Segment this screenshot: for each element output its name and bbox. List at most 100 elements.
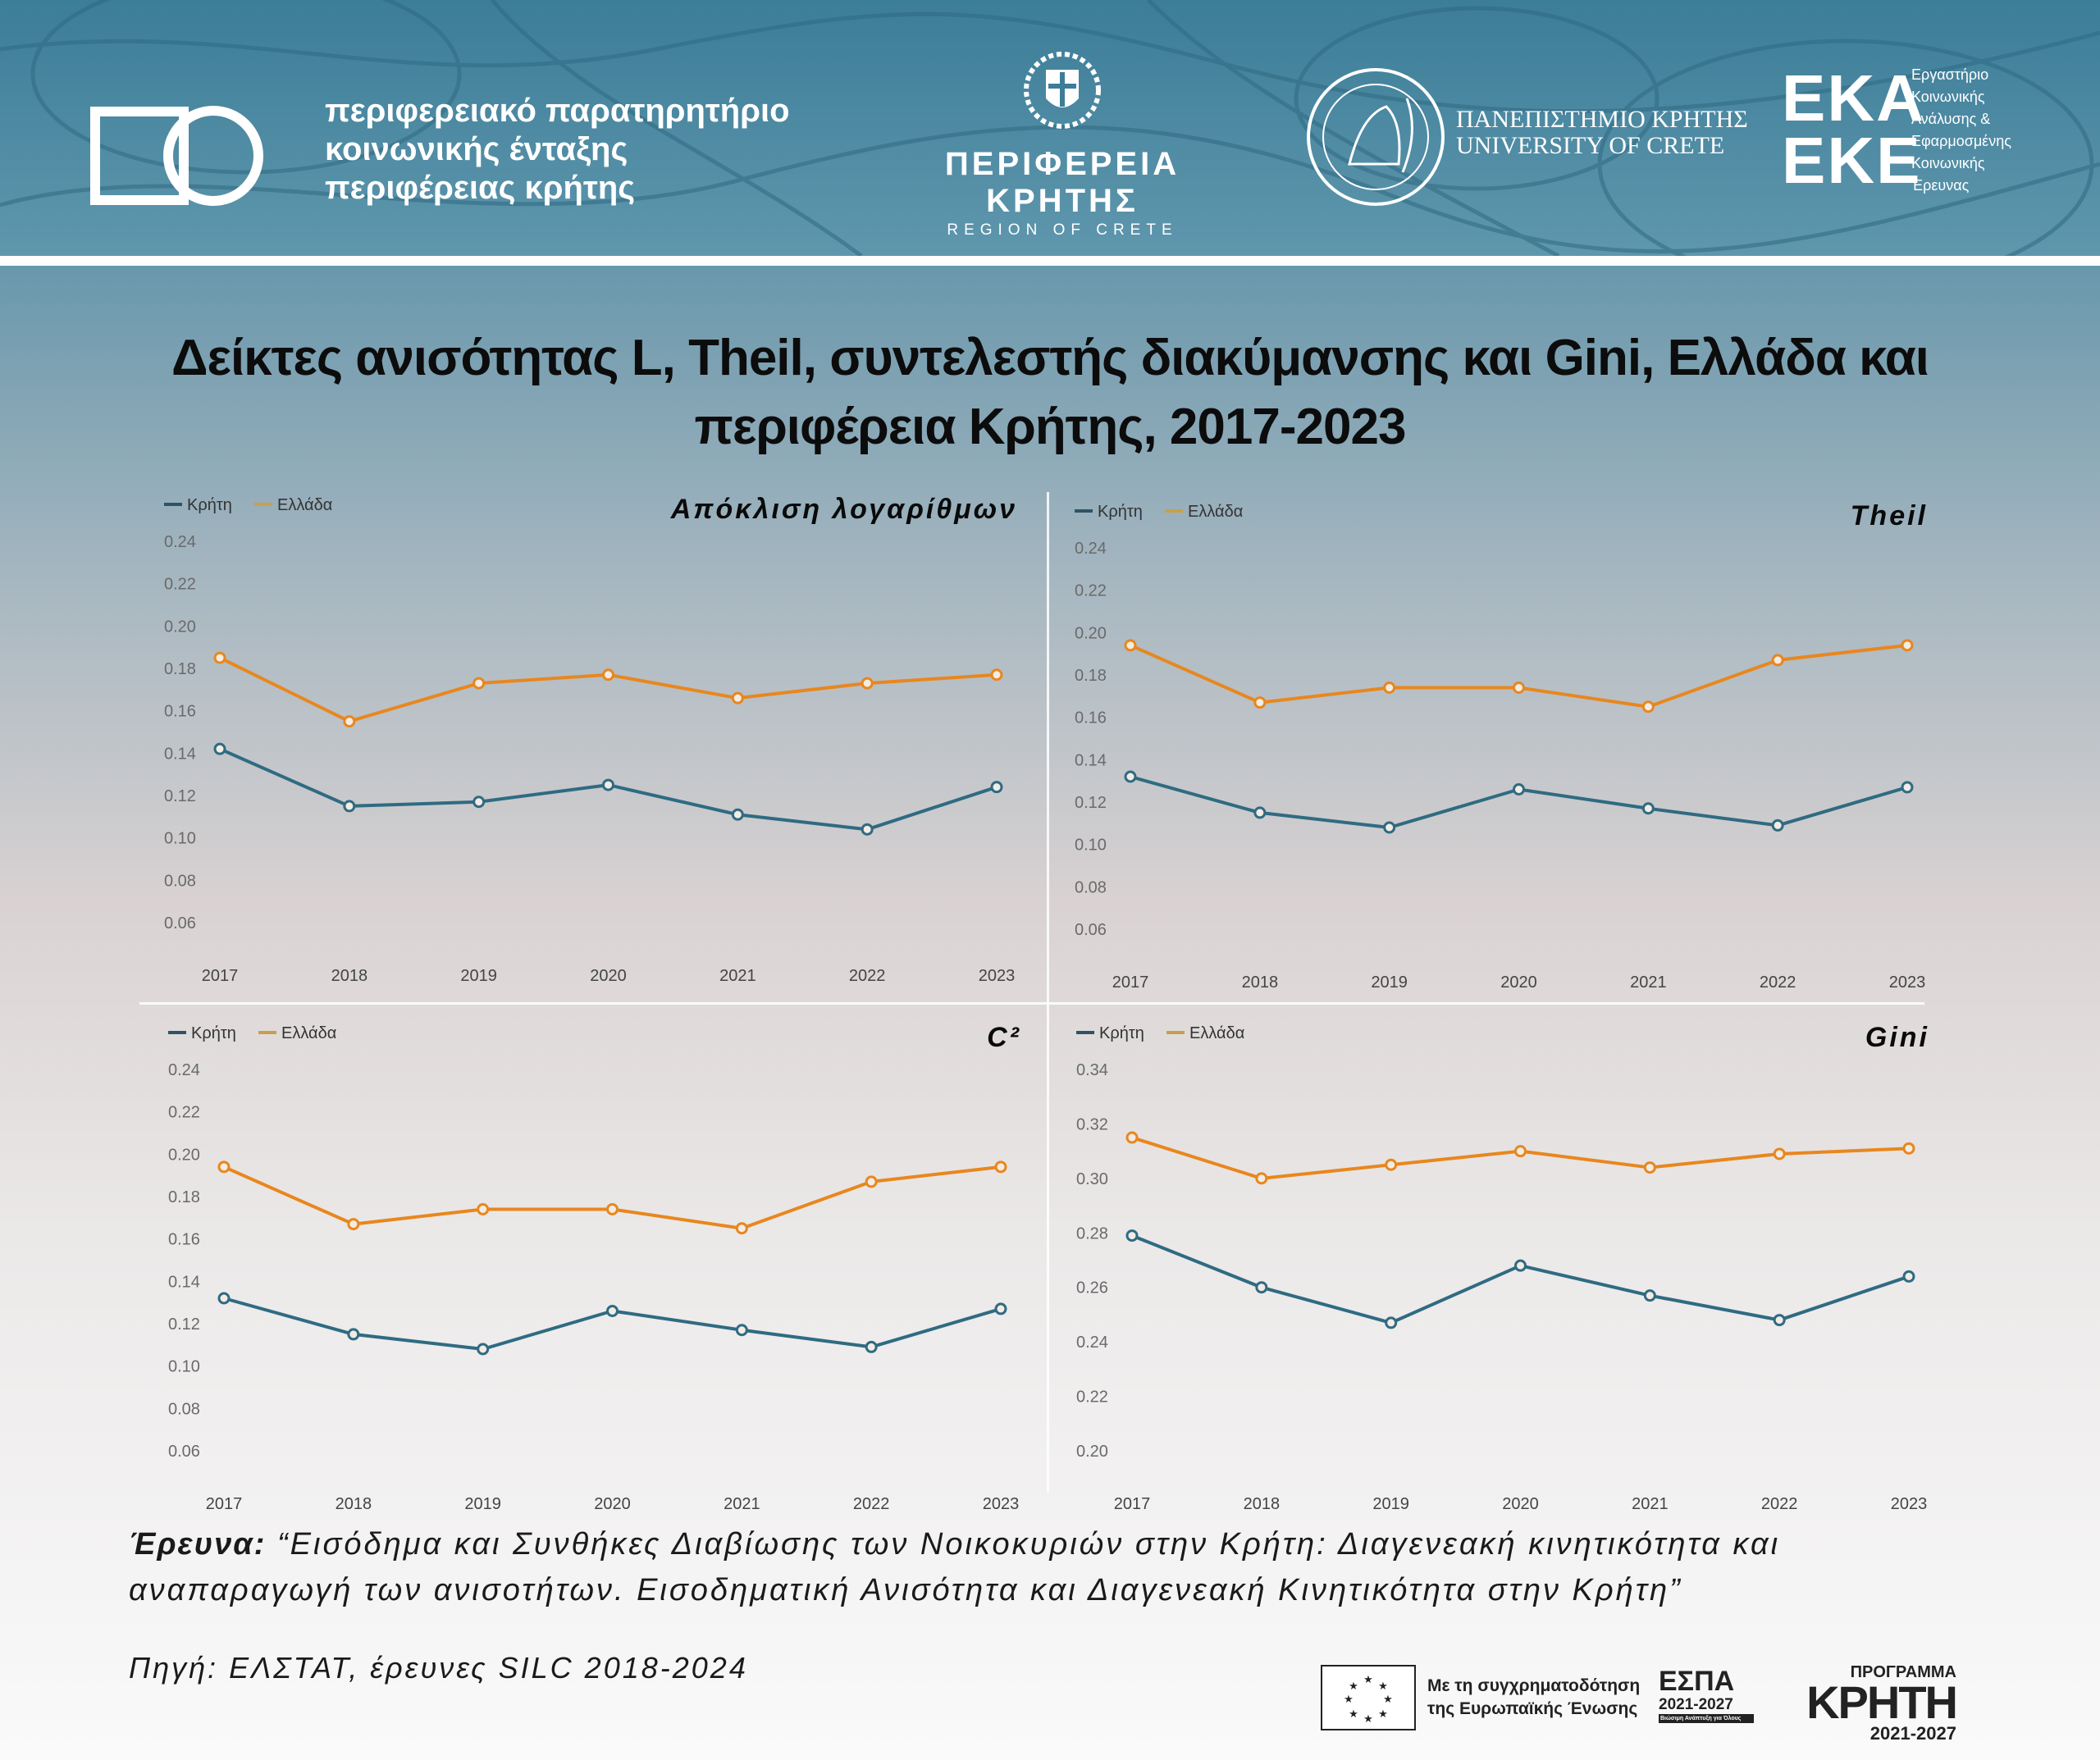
- data-point-greece: [735, 1222, 748, 1235]
- y-tick-label: 0.24: [164, 533, 196, 551]
- data-point-greece: [606, 1203, 619, 1215]
- data-point-greece: [731, 691, 744, 704]
- chart-gini: Κρήτη Ελλάδα Gini 0.34 0.32 0.30 0.28 0.26 0.24 0…: [1043, 1012, 1946, 1521]
- data-point-crete: [1902, 1270, 1915, 1283]
- region-name-en: REGION OF CRETE: [947, 221, 1178, 239]
- espa-years: 2021-2027: [1659, 1696, 1733, 1713]
- x-tick-label: 2022: [1760, 973, 1796, 992]
- lab-acronym-line: ΕΚΑ: [1782, 62, 1925, 135]
- observatory-line: περιφερειακό παρατηρητήριο: [325, 93, 790, 129]
- panel-divider-horizontal: [139, 1002, 1924, 1005]
- observatory-line: κοινωνικής ένταξης: [325, 131, 628, 167]
- data-point-crete: [1773, 1314, 1786, 1327]
- series-line-greece: [1130, 643, 1908, 709]
- y-tick-label: 0.24: [1075, 540, 1107, 558]
- chart-title: Απόκλιση λογαρίθμων: [670, 494, 1017, 525]
- data-point-greece: [1513, 682, 1525, 694]
- data-point-greece: [343, 715, 356, 728]
- data-point-crete: [1771, 818, 1784, 832]
- source-note: Πηγή: ΕΛΣΤΑΤ, έρευνες SILC 2018-2024: [129, 1651, 748, 1685]
- data-point-greece: [477, 1203, 490, 1215]
- x-tick-label: 2019: [1372, 1495, 1409, 1513]
- header-separator: [0, 256, 2100, 266]
- data-point-crete: [343, 800, 356, 813]
- chart-svg: Κρήτη Ελλάδα Gini 0.34 0.32 0.30 0.28 0.26 0.24 0…: [1076, 1022, 1929, 1513]
- data-point-greece: [1253, 696, 1267, 709]
- y-tick-label: 0.16: [168, 1231, 200, 1249]
- data-point-crete: [602, 778, 614, 791]
- program-years: 2021-2027: [1869, 1723, 1956, 1744]
- lab-line: Έρευνας: [1911, 177, 1970, 194]
- data-point-greece: [1255, 1172, 1268, 1185]
- chart-svg: Κρήτη Ελλάδα Theil 0.24 0.22 0.20 0.18 0.16 0.14…: [1075, 500, 1928, 992]
- y-tick-label: 0.22: [1076, 1388, 1108, 1407]
- observatory-name: περιφερειακό παρατηρητήριο κοινωνικής έν…: [325, 92, 790, 207]
- chart-theil: Κρήτη Ελλάδα Theil 0.24 0.22 0.20 0.18 0.16 0.14…: [1042, 490, 1944, 999]
- svg-text:★: ★: [1349, 1708, 1358, 1720]
- data-point-greece: [1901, 639, 1914, 652]
- chart-c2: Κρήτη Ελλάδα C² 0.24 0.22 0.20 0.18 0.16 0.14 0.1…: [135, 1012, 1038, 1521]
- region-name: ΠΕΡΙΦΕΡΕΙΑ ΚΡΗΤΗΣ: [944, 146, 1180, 219]
- chart-title: Theil: [1851, 500, 1928, 531]
- data-point-greece: [1773, 1147, 1786, 1160]
- svg-text:★: ★: [1344, 1693, 1354, 1705]
- data-point-crete: [472, 796, 486, 809]
- data-point-crete: [1253, 806, 1267, 819]
- x-tick-label: 2023: [983, 1495, 1020, 1513]
- y-tick-label: 0.14: [164, 745, 196, 763]
- y-tick-label: 0.20: [164, 618, 196, 636]
- y-tick-label: 0.24: [168, 1061, 200, 1079]
- data-point-greece: [1902, 1142, 1915, 1155]
- y-tick-label: 0.10: [168, 1358, 200, 1376]
- data-point-crete: [865, 1340, 878, 1353]
- data-point-greece: [1641, 700, 1655, 714]
- data-point-greece: [1385, 1158, 1398, 1171]
- y-tick-label: 0.28: [1076, 1224, 1108, 1242]
- x-tick-label: 2023: [1889, 973, 1926, 992]
- chart-svg: Κρήτη Ελλάδα C² 0.24 0.22 0.20 0.18 0.16 0.14 0.1…: [168, 1022, 1020, 1513]
- data-point-crete: [861, 823, 874, 836]
- x-tick-label: 2019: [464, 1495, 501, 1513]
- y-tick-label: 0.16: [164, 703, 196, 721]
- chart-log-deviation: Κρήτη Ελλάδα Απόκλιση λογαρίθμων 0.24 0.22 0.…: [131, 484, 1034, 992]
- legend-label: Κρήτη: [191, 1024, 236, 1042]
- x-tick-label: 2017: [1114, 1495, 1151, 1513]
- university-name-gr: ΠΑΝΕΠΙΣΤΗΜΙΟ ΚΡΗΤΗΣ: [1456, 106, 1748, 133]
- university-name: ΠΑΝΕΠΙΣΤΗΜΙΟ ΚΡΗΤΗΣ UNIVERSITY OF CRETE: [1456, 107, 1748, 159]
- data-point-greece: [213, 651, 226, 664]
- y-tick-label: 0.10: [1075, 837, 1107, 855]
- y-tick-label: 0.18: [1075, 667, 1107, 685]
- x-tick-label: 2017: [1112, 973, 1149, 992]
- x-tick-label: 2023: [1891, 1495, 1928, 1513]
- data-point-crete: [1513, 783, 1525, 796]
- x-tick-label: 2018: [336, 1495, 372, 1513]
- data-point-greece: [472, 677, 486, 690]
- y-tick-label: 0.12: [164, 787, 196, 805]
- y-tick-label: 0.20: [1076, 1443, 1108, 1461]
- data-point-crete: [1643, 1289, 1656, 1302]
- greek-emblem-icon: [1024, 52, 1101, 129]
- data-point-crete: [213, 742, 226, 755]
- espa-logo: ΕΣΠΑ 2021-2027 Βιώσιμη Ανάπτυξη για Όλου…: [1659, 1667, 1754, 1723]
- y-tick-label: 0.08: [168, 1400, 200, 1418]
- y-tick-label: 0.14: [1075, 751, 1107, 769]
- university-seal-icon: [1307, 68, 1445, 206]
- y-tick-label: 0.10: [164, 830, 196, 848]
- data-point-greece: [1125, 1131, 1139, 1144]
- y-tick-label: 0.34: [1076, 1061, 1108, 1079]
- chart-title: Gini: [1865, 1022, 1929, 1053]
- data-point-greece: [994, 1160, 1007, 1174]
- data-point-greece: [1771, 654, 1784, 667]
- university-name-en: UNIVERSITY OF CRETE: [1456, 132, 1725, 159]
- svg-text:★: ★: [1363, 1673, 1373, 1685]
- y-tick-label: 0.08: [1075, 878, 1107, 896]
- y-tick-label: 0.12: [168, 1315, 200, 1334]
- data-point-greece: [865, 1175, 878, 1188]
- data-point-greece: [1124, 639, 1137, 652]
- y-tick-label: 0.24: [1076, 1334, 1108, 1352]
- series-line-greece: [219, 656, 998, 723]
- y-tick-label: 0.08: [164, 872, 196, 890]
- svg-text:★: ★: [1383, 1693, 1393, 1705]
- eu-flag-icon: ★ ★ ★ ★ ★ ★ ★ ★: [1321, 1665, 1416, 1730]
- lab-line: Ανάλυσης &: [1911, 111, 1991, 127]
